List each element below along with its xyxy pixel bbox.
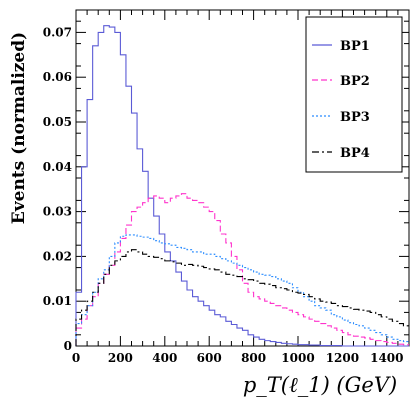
x-tick-label: 400: [152, 351, 177, 365]
y-tick-label: 0.03: [43, 205, 72, 219]
y-tick-label: 0.05: [43, 115, 72, 129]
x-tick-label: 600: [197, 351, 222, 365]
series-bp3-line: [75, 234, 409, 346]
legend-label-bp3: BP3: [340, 110, 370, 125]
y-axis-title: Events (normalized): [9, 32, 29, 224]
series-bp1-line: [75, 25, 409, 347]
x-tick-label: 200: [108, 351, 133, 365]
x-tick-label: 0: [72, 351, 80, 365]
legend-box: [305, 16, 403, 173]
legend: BP1 BP2 BP3 BP4: [305, 16, 403, 173]
y-tick-label: 0: [64, 339, 72, 353]
y-tick-label: 0.04: [43, 160, 72, 174]
x-axis-title: p_T(ℓ_1) (GeV): [243, 373, 397, 397]
x-tick-label: 1000: [281, 351, 314, 365]
series-bp4-line: [75, 249, 409, 346]
y-tick-label: 0.01: [43, 294, 72, 308]
x-tick-label: 1200: [326, 351, 359, 365]
x-tick-label: 1400: [370, 351, 403, 365]
x-tick-label: 800: [241, 351, 266, 365]
legend-label-bp4: BP4: [340, 146, 370, 161]
series-bp2-line: [75, 193, 409, 346]
legend-label-bp1: BP1: [340, 39, 370, 54]
y-tick-label: 0.07: [43, 25, 72, 39]
y-tick-label: 0.02: [43, 249, 72, 263]
y-tick-label: 0.06: [43, 70, 72, 84]
legend-label-bp2: BP2: [340, 74, 370, 89]
